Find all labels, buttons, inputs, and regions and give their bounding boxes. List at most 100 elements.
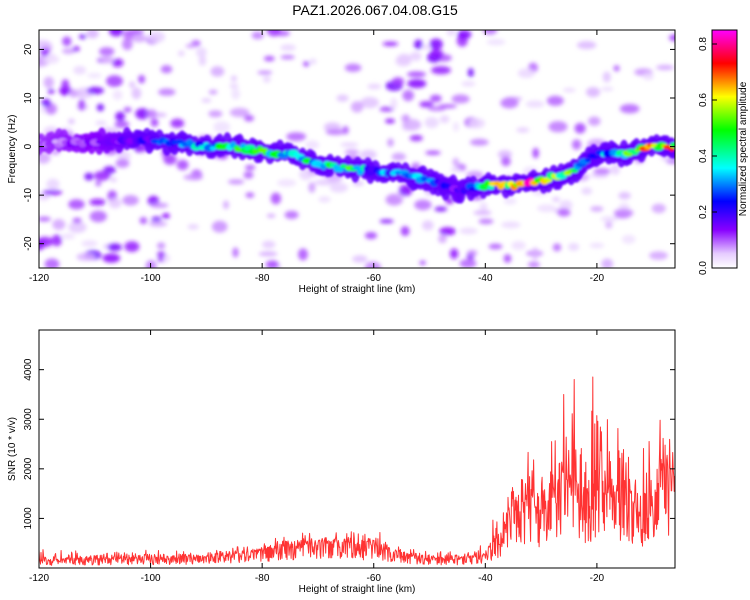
heatmap-noise-blob: [571, 139, 582, 151]
heatmap-noise-blob: [61, 79, 70, 92]
heatmap-noise-blob: [382, 41, 399, 47]
heatmap-noise-blob: [390, 97, 398, 110]
heatmap-noise-blob: [486, 38, 506, 46]
heatmap-noise-blob: [548, 121, 568, 133]
heatmap-noise-blob: [72, 217, 82, 224]
y-tick-label: 10: [23, 92, 34, 104]
heatmap-noise-blob: [210, 66, 225, 77]
heatmap-noise-blob: [78, 99, 86, 111]
heatmap-noise-blob: [147, 31, 166, 43]
x-tick-label: -120: [29, 273, 49, 284]
heatmap-noise-blob: [185, 43, 197, 49]
heatmap-noise-blob: [387, 138, 394, 147]
heatmap-noise-blob: [122, 195, 139, 206]
snr-background: [39, 330, 675, 568]
heatmap-ridge-core: [584, 158, 592, 162]
heatmap-noise-blob: [452, 157, 460, 167]
heatmap-noise-blob: [145, 260, 157, 268]
heatmap-noise-blob: [213, 121, 231, 133]
x-tick-label: -80: [255, 273, 270, 284]
heatmap-noise-blob: [439, 115, 450, 124]
colorbar-tick-label: 0.0: [698, 261, 709, 275]
heatmap-noise-blob: [517, 68, 535, 78]
heatmap-noise-blob: [500, 97, 519, 109]
heatmap-noise-blob: [379, 106, 395, 112]
heatmap-noise-blob: [352, 255, 368, 263]
y-tick-label: 4000: [23, 358, 34, 381]
heatmap-noise-blob: [139, 217, 148, 225]
heatmap-noise-blob: [124, 241, 140, 253]
heatmap-noise-blob: [613, 208, 634, 218]
heatmap-noise-blob: [99, 47, 115, 56]
heatmap-noise-blob: [243, 171, 254, 179]
heatmap-noise-blob: [298, 248, 308, 261]
x-tick-label: -100: [141, 573, 161, 584]
heatmap-noise-blob: [468, 118, 485, 129]
heatmap-noise-blob: [232, 247, 239, 258]
heatmap-noise-blob: [364, 261, 381, 268]
heatmap-noise-blob: [129, 81, 136, 88]
x-tick-label: -20: [590, 573, 605, 584]
heatmap-noise-blob: [419, 101, 434, 108]
heatmap-noise-blob: [379, 219, 394, 224]
heatmap-noise-blob: [478, 218, 494, 225]
heatmap-noise-blob: [469, 138, 489, 146]
colorbar-ticks: 0.0 0.2 0.4 0.6 0.8: [698, 37, 717, 275]
heatmap-noise-blob: [467, 249, 478, 257]
heatmap-noise-blob: [400, 226, 410, 237]
heatmap-noise-blob: [72, 46, 80, 52]
colorbar: 0.0 0.2 0.4 0.6 0.8 Normalized spectral ampl…: [698, 29, 749, 275]
y-tick-label: 0: [23, 143, 34, 149]
heatmap-noise-blob: [419, 260, 426, 265]
heatmap-noise-blob: [76, 252, 96, 261]
snr-panel: -120 -100 -80 -60 -40 -20 1000 2000 3000 4000 He…: [7, 329, 676, 595]
heatmap-noise-blob: [364, 232, 378, 240]
heatmap-noise-blob: [593, 168, 611, 175]
heatmap-noise-blob: [457, 30, 472, 39]
heatmap-noise-blob: [280, 55, 295, 60]
heatmap-noise-blob: [47, 88, 55, 94]
heatmap-noise-blob: [112, 90, 123, 101]
heatmap-noise-blob: [183, 174, 203, 181]
heatmap-noise-blob: [610, 163, 621, 175]
heatmap-noise-blob: [263, 55, 275, 62]
heatmap-noise-blob: [39, 39, 52, 50]
heatmap-noise-blob: [95, 180, 102, 187]
heatmap-noise-blob: [86, 30, 99, 39]
heatmap-noise-blob: [588, 116, 601, 126]
heatmap-noise-blob: [385, 118, 395, 124]
spectrogram-x-ticks: -120 -100 -80 -60 -40 -20: [29, 30, 605, 284]
y-tick-label: 20: [23, 43, 34, 55]
heatmap-noise-blob: [590, 206, 604, 212]
heatmap-ridge-core: [174, 139, 185, 144]
heatmap-noise-blob: [257, 70, 273, 75]
heatmap-noise-blob: [108, 197, 122, 209]
heatmap-noise-blob: [329, 182, 349, 193]
heatmap-noise-blob: [367, 83, 382, 90]
heatmap-noise-blob: [150, 202, 169, 208]
heatmap-noise-blob: [146, 109, 157, 119]
heatmap-noise-blob: [605, 221, 613, 229]
heatmap-noise-blob: [176, 159, 189, 171]
heatmap-noise-blob: [114, 120, 130, 129]
x-tick-label: -60: [367, 273, 382, 284]
heatmap-noise-blob: [156, 242, 166, 250]
heatmap-noise-blob: [601, 86, 614, 92]
heatmap-noise-blob: [280, 44, 296, 52]
heatmap-noise-blob: [410, 51, 422, 62]
heatmap-noise-blob: [39, 216, 51, 222]
heatmap-noise-blob: [43, 76, 54, 89]
colorbar-tick-label: 0.4: [698, 149, 709, 163]
heatmap-noise-blob: [385, 193, 403, 206]
heatmap-noise-blob: [277, 179, 297, 187]
heatmap-noise-blob: [422, 44, 431, 50]
heatmap-noise-blob: [537, 204, 557, 213]
heatmap-noise-blob: [95, 120, 107, 126]
heatmap-noise-blob: [62, 36, 72, 47]
heatmap-noise-blob: [532, 147, 539, 159]
heatmap-noise-blob: [429, 94, 442, 103]
y-tick-label: -10: [23, 187, 34, 202]
heatmap-noise-blob: [414, 39, 423, 50]
heatmap-noise-blob: [100, 55, 114, 64]
